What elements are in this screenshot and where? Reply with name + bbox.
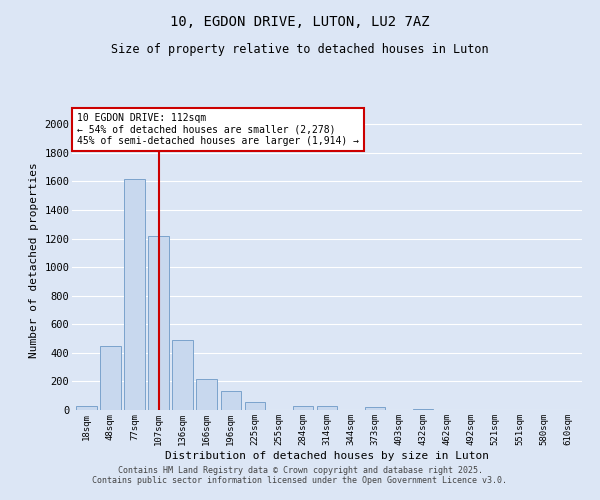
Bar (365, 407, 385, 410)
Bar (76, 406, 97, 410)
Bar (245, 402, 265, 410)
Text: 10 EGDON DRIVE: 112sqm
← 54% of detached houses are smaller (2,278)
45% of semi-: 10 EGDON DRIVE: 112sqm ← 54% of detached… (77, 113, 359, 146)
Bar (148, 236, 169, 410)
Text: 10, EGDON DRIVE, LUTON, LU2 7AZ: 10, EGDON DRIVE, LUTON, LU2 7AZ (170, 15, 430, 29)
Y-axis label: Number of detached properties: Number of detached properties (29, 162, 38, 358)
Bar (413, 408, 433, 410)
Bar (221, 392, 241, 410)
Bar (100, 346, 121, 410)
Bar (317, 406, 337, 410)
Text: Size of property relative to detached houses in Luton: Size of property relative to detached ho… (111, 42, 489, 56)
Text: Contains HM Land Registry data © Crown copyright and database right 2025.
Contai: Contains HM Land Registry data © Crown c… (92, 466, 508, 485)
Bar (172, 340, 193, 410)
X-axis label: Distribution of detached houses by size in Luton: Distribution of detached houses by size … (165, 450, 489, 460)
Bar (293, 406, 313, 410)
Bar (196, 380, 217, 410)
Bar (124, 178, 145, 410)
